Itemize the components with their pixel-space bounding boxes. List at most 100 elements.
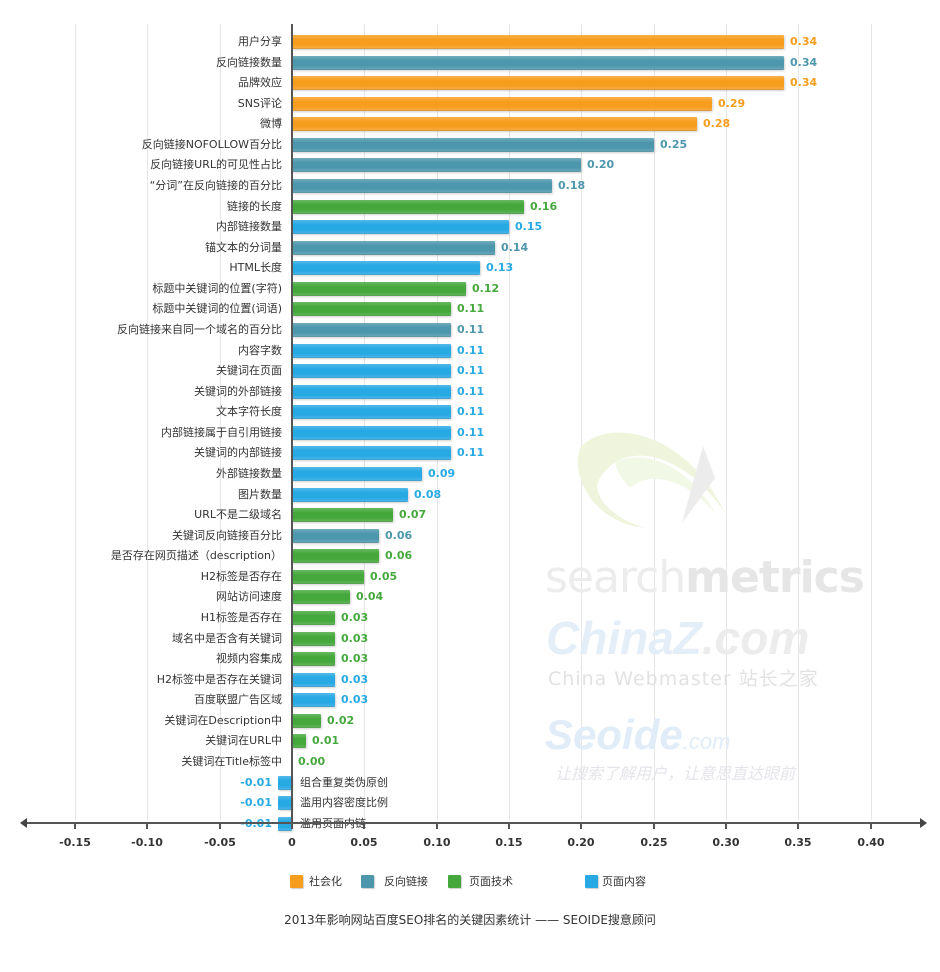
value-label: 0.34 [790, 56, 818, 69]
value-label: 0.14 [501, 241, 529, 254]
x-tick-mark [580, 822, 582, 829]
bar-content [292, 467, 422, 481]
gridline [581, 24, 582, 820]
bar-backlink [292, 323, 451, 337]
value-label: 0.05 [370, 570, 398, 583]
bar-tech [292, 302, 451, 316]
x-axis-right-arrow-icon [920, 818, 927, 828]
value-label: 0.11 [457, 446, 485, 459]
category-label: 组合重复类伪原创 [300, 776, 388, 789]
category-label: 反向链接数量 [216, 56, 282, 69]
y-axis-zero-line [291, 24, 293, 828]
value-label: 0.16 [530, 200, 558, 213]
gridline [75, 24, 76, 820]
bar-social [292, 97, 712, 111]
bar-row: H1标签是否存在 0.03 [0, 608, 940, 628]
legend-label: 页面内容 [602, 875, 646, 888]
category-label: 域名中是否含有关键词 [172, 632, 282, 645]
bar-row: 关键词在Description中 0.02 [0, 711, 940, 731]
bar-content [278, 817, 292, 831]
x-tick-mark [870, 822, 872, 829]
bar-tech [292, 570, 364, 584]
category-label: 滥用页面内链 [300, 817, 366, 831]
legend-swatch-social [290, 874, 303, 888]
bar-row: 是否存在网页描述（description） 0.06 [0, 546, 940, 566]
bar-tech [292, 611, 335, 625]
bar-tech [292, 508, 393, 522]
x-tick-label: 0.20 [567, 836, 595, 849]
category-label: H1标签是否存在 [200, 611, 282, 624]
x-tick-mark [74, 822, 76, 829]
category-label: 关键词的内部链接 [194, 446, 282, 459]
bar-tech [292, 549, 379, 563]
bar-backlink [292, 179, 552, 193]
value-label: 0.11 [457, 385, 485, 398]
value-label: 0.03 [341, 652, 369, 665]
category-label: 图片数量 [238, 488, 282, 501]
bar-row: 反向链接NOFOLLOW百分比 0.25 [0, 135, 940, 155]
bar-content [292, 220, 509, 234]
x-tick-label: 0.25 [640, 836, 668, 849]
value-label: 0.13 [486, 261, 514, 274]
legend-item-content: 页面内容 [585, 873, 646, 889]
bar-row: 内部链接属于自引用链接 0.11 [0, 423, 940, 443]
value-label: 0.34 [790, 76, 818, 89]
bar-content [292, 261, 480, 275]
category-label: 关键词在URL中 [205, 734, 282, 747]
bar-row: 视频内容集成 0.03 [0, 649, 940, 669]
legend-label: 页面技术 [469, 875, 513, 888]
bar-row: 滥用内容密度比例 -0.01 [0, 793, 940, 813]
bar-row: 百度联盟广告区域 0.03 [0, 690, 940, 710]
value-label: 0.07 [399, 508, 427, 521]
value-label: -0.01 [240, 776, 272, 789]
category-label: 网站访问速度 [216, 590, 282, 603]
bar-row: 关键词在URL中 0.01 [0, 731, 940, 751]
bar-row: 用户分享 0.34 [0, 32, 940, 52]
category-label: 标题中关键词的位置(字符) [152, 282, 282, 295]
value-label: 0.09 [428, 467, 456, 480]
value-label: 0.03 [341, 611, 369, 624]
value-label: 0.11 [457, 364, 485, 377]
gridline [437, 24, 438, 820]
bar-row: 关键词的内部链接 0.11 [0, 443, 940, 463]
category-label: 用户分享 [238, 35, 282, 48]
value-label: 0.04 [356, 590, 384, 603]
bar-content [278, 776, 292, 790]
category-label: 标题中关键词的位置(词语) [152, 302, 282, 315]
bar-row: 网站访问速度 0.04 [0, 587, 940, 607]
value-label: 0.03 [341, 693, 369, 706]
value-label: 0.06 [385, 529, 413, 542]
category-label: 关键词在Description中 [164, 714, 282, 727]
category-label: 品牌效应 [238, 76, 282, 89]
x-tick-label: 0.30 [712, 836, 740, 849]
x-tick-mark [797, 822, 799, 829]
value-label: 0.03 [341, 673, 369, 686]
bar-row: 内容字数 0.11 [0, 341, 940, 361]
bar-content [278, 796, 292, 810]
bar-backlink [292, 529, 379, 543]
bar-backlink [292, 241, 495, 255]
x-tick-mark [653, 822, 655, 829]
x-tick-mark [146, 822, 148, 829]
bar-row: SNS评论 0.29 [0, 94, 940, 114]
bar-backlink [292, 138, 654, 152]
x-tick-label: 0.15 [495, 836, 523, 849]
x-tick-mark [363, 822, 365, 829]
bar-content [292, 446, 451, 460]
x-tick-label: 0.35 [784, 836, 812, 849]
bar-content [292, 385, 451, 399]
category-label: 反向链接NOFOLLOW百分比 [141, 138, 282, 151]
x-tick-label: -0.10 [131, 836, 163, 849]
x-axis-left-arrow-icon [20, 818, 27, 828]
gridline [147, 24, 148, 820]
value-label: 0.15 [515, 220, 543, 233]
legend-item-social: 社会化 [290, 873, 342, 889]
legend-label: 社会化 [309, 875, 342, 888]
category-label: 关键词在Title标签中 [181, 755, 282, 768]
value-label: 0.11 [457, 323, 485, 336]
category-label: 反向链接URL的可见性占比 [150, 158, 282, 171]
category-label: 文本字符长度 [216, 405, 282, 418]
value-label: 0.34 [790, 35, 818, 48]
value-label: 0.18 [558, 179, 586, 192]
category-label: 关键词反向链接百分比 [172, 529, 282, 542]
